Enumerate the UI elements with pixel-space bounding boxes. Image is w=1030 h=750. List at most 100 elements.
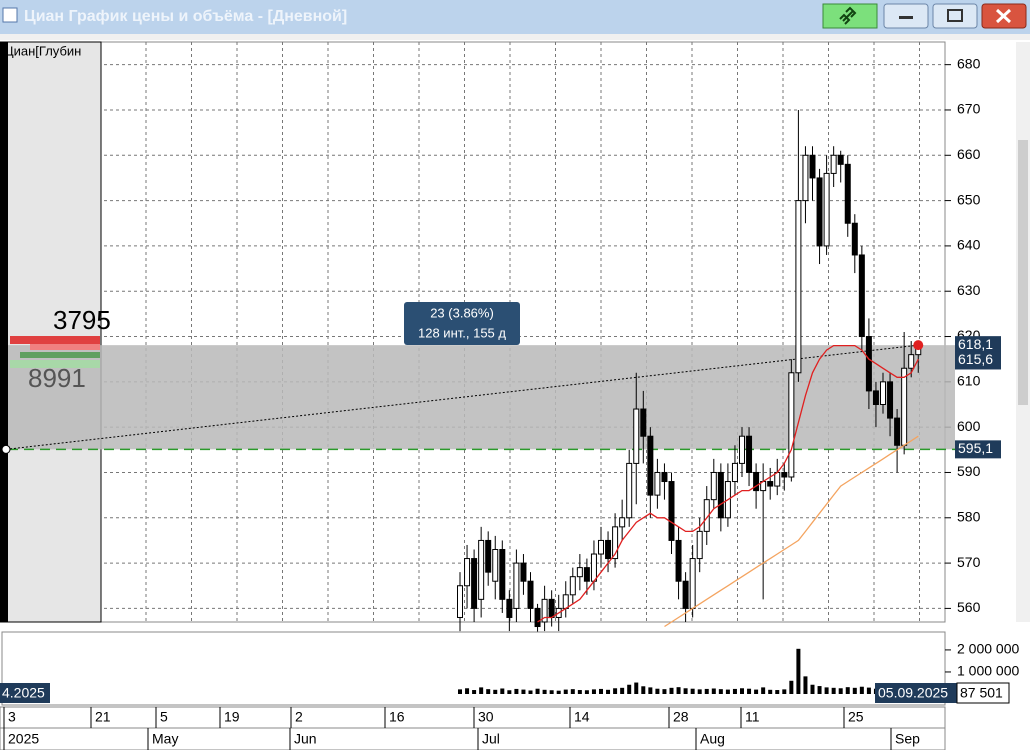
volume-bar [655, 688, 660, 694]
candle-body [598, 539, 604, 555]
candle-body [809, 154, 816, 179]
range-band [8, 345, 955, 450]
y-tick-label: 670 [957, 101, 981, 117]
maximize-icon [947, 9, 963, 22]
candle-body [781, 471, 788, 478]
maximize-button[interactable] [932, 3, 978, 29]
x-month-label: Sep [895, 731, 920, 747]
candle-body [717, 471, 724, 519]
y-tick-label: 610 [957, 373, 981, 389]
volume-bar [542, 689, 547, 694]
candle-body [457, 585, 463, 618]
volume-bar [676, 687, 681, 694]
y-tick-label: 640 [957, 237, 981, 253]
candle-body [837, 154, 844, 165]
volume-bar [796, 648, 801, 694]
candle-body [590, 553, 597, 582]
x-month-label: Jun [294, 731, 317, 747]
volume-tick-label: 2 000 000 [957, 641, 1019, 657]
candle-body [696, 530, 703, 560]
scroll-thumb[interactable] [1018, 140, 1028, 405]
candle-body [830, 154, 837, 174]
candle-body [872, 390, 879, 405]
candle-body [894, 417, 901, 446]
x-tick-label: 21 [95, 709, 111, 725]
y-tick-label: 590 [957, 463, 981, 479]
price-label-box [955, 440, 1001, 459]
candle-body [605, 539, 612, 560]
volume-last-box [956, 682, 1010, 704]
volume-bar [803, 676, 808, 694]
volume-bar [570, 689, 575, 694]
volume-bar [472, 690, 477, 694]
candle-body [767, 481, 774, 487]
volume-bar [669, 687, 674, 694]
candle-body [520, 562, 527, 582]
bid-depth [20, 352, 100, 358]
volume-bar [521, 689, 526, 694]
volume-bar [838, 688, 843, 694]
volume-bar [620, 687, 625, 694]
candle-body [541, 598, 548, 623]
y-tick-label: 650 [957, 191, 981, 207]
volume-bar [690, 688, 695, 694]
x-tick-label: 5 [160, 709, 168, 725]
candle-body [739, 435, 745, 464]
candle-body [858, 254, 865, 338]
link-icon [839, 6, 857, 25]
volume-bar [761, 687, 766, 694]
price-label: 618,1 [958, 336, 993, 352]
volume-bar [704, 688, 709, 694]
x-tick-label: 19 [224, 709, 240, 725]
x-month-label: May [152, 731, 178, 747]
volume-last: 87 501 [960, 685, 1003, 701]
depth-bar [0, 42, 8, 622]
candle-body [908, 354, 915, 369]
candle-body [823, 172, 830, 247]
x-tick-label: 2 [295, 709, 303, 725]
candle-body [675, 539, 682, 582]
volume-bar [697, 689, 702, 694]
candle-body [802, 154, 809, 202]
y-tick-label: 680 [957, 55, 981, 71]
volume-panel [1, 631, 946, 706]
candle-body [583, 567, 590, 582]
last-marker [913, 340, 924, 351]
volume-bar [479, 687, 484, 694]
depth-ask: 8991 [28, 363, 86, 393]
volume-tick-label: 1 000 000 [957, 663, 1019, 679]
candle-body [816, 177, 823, 247]
date-start-box [0, 683, 50, 703]
x-tick-label: 3 [8, 709, 16, 725]
volume-bar [782, 689, 787, 694]
y-tick-label: 580 [957, 508, 981, 524]
volume-bar [507, 690, 512, 694]
candle-body [562, 594, 569, 609]
candle-body [654, 471, 661, 496]
candle-body [682, 580, 689, 609]
volume-bar [563, 689, 568, 694]
x-month-label: Aug [700, 731, 725, 747]
candle-body [647, 435, 654, 496]
volume-bar [683, 688, 688, 694]
measure-span: 128 инт., 155 д [418, 325, 506, 340]
y-tick-label: 600 [957, 418, 981, 434]
volume-bar [732, 688, 737, 694]
candle-body [464, 558, 471, 587]
volume-bar [627, 684, 632, 694]
candle-body [619, 517, 626, 528]
candle-body [753, 471, 760, 492]
trend-anchor [1, 444, 11, 454]
volume-bar [514, 688, 519, 694]
volume-bar [613, 688, 618, 694]
volume-bar [810, 684, 815, 694]
price-label-box [955, 351, 1001, 370]
candle-body [788, 372, 795, 478]
candle-body [548, 598, 555, 618]
minimize-icon [899, 16, 913, 19]
candle-body [492, 549, 499, 582]
volume-bar [831, 687, 836, 694]
x-tick-label: 30 [478, 709, 494, 725]
candle-body [689, 558, 696, 609]
